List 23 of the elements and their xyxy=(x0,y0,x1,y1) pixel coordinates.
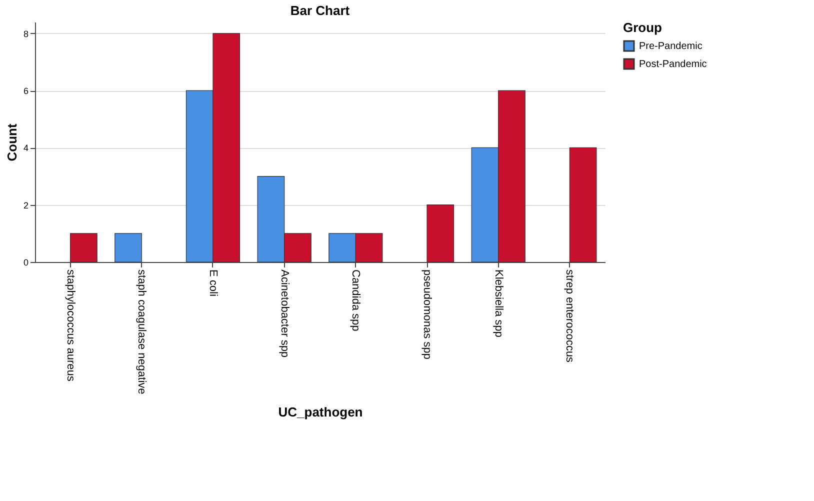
bar xyxy=(426,204,454,262)
y-tick-label: 2 xyxy=(23,200,28,210)
y-tick-label: 6 xyxy=(23,86,28,96)
x-tick-label: Acinetobacter spp xyxy=(278,270,290,358)
bar xyxy=(114,233,142,262)
y-tick-label: 8 xyxy=(23,28,28,39)
y-tick-label: 0 xyxy=(23,258,28,268)
x-axis-title: UC_pathogen xyxy=(278,404,363,420)
legend-label: Pre-Pandemic xyxy=(639,41,702,52)
bar xyxy=(70,233,98,262)
chart-title: Bar Chart xyxy=(290,3,350,18)
x-tick-label: staphylococcus aureus xyxy=(64,270,76,382)
bar xyxy=(569,147,597,262)
x-tick-label: pseudomonas spp xyxy=(421,270,434,360)
x-tick-label: staph coagulase negative xyxy=(136,270,148,394)
y-axis-title: Count xyxy=(4,123,20,162)
y-tick-label: 4 xyxy=(23,143,28,154)
x-tick-label: E coli xyxy=(206,270,219,296)
x-tick-label: Candida spp xyxy=(350,270,362,332)
x-tick-label: Klebsiella spp xyxy=(492,270,504,338)
x-tick-label: strep enterococcus xyxy=(564,270,576,363)
legend-title: Group xyxy=(623,20,662,35)
legend-label: Post-Pandemic xyxy=(639,59,707,70)
